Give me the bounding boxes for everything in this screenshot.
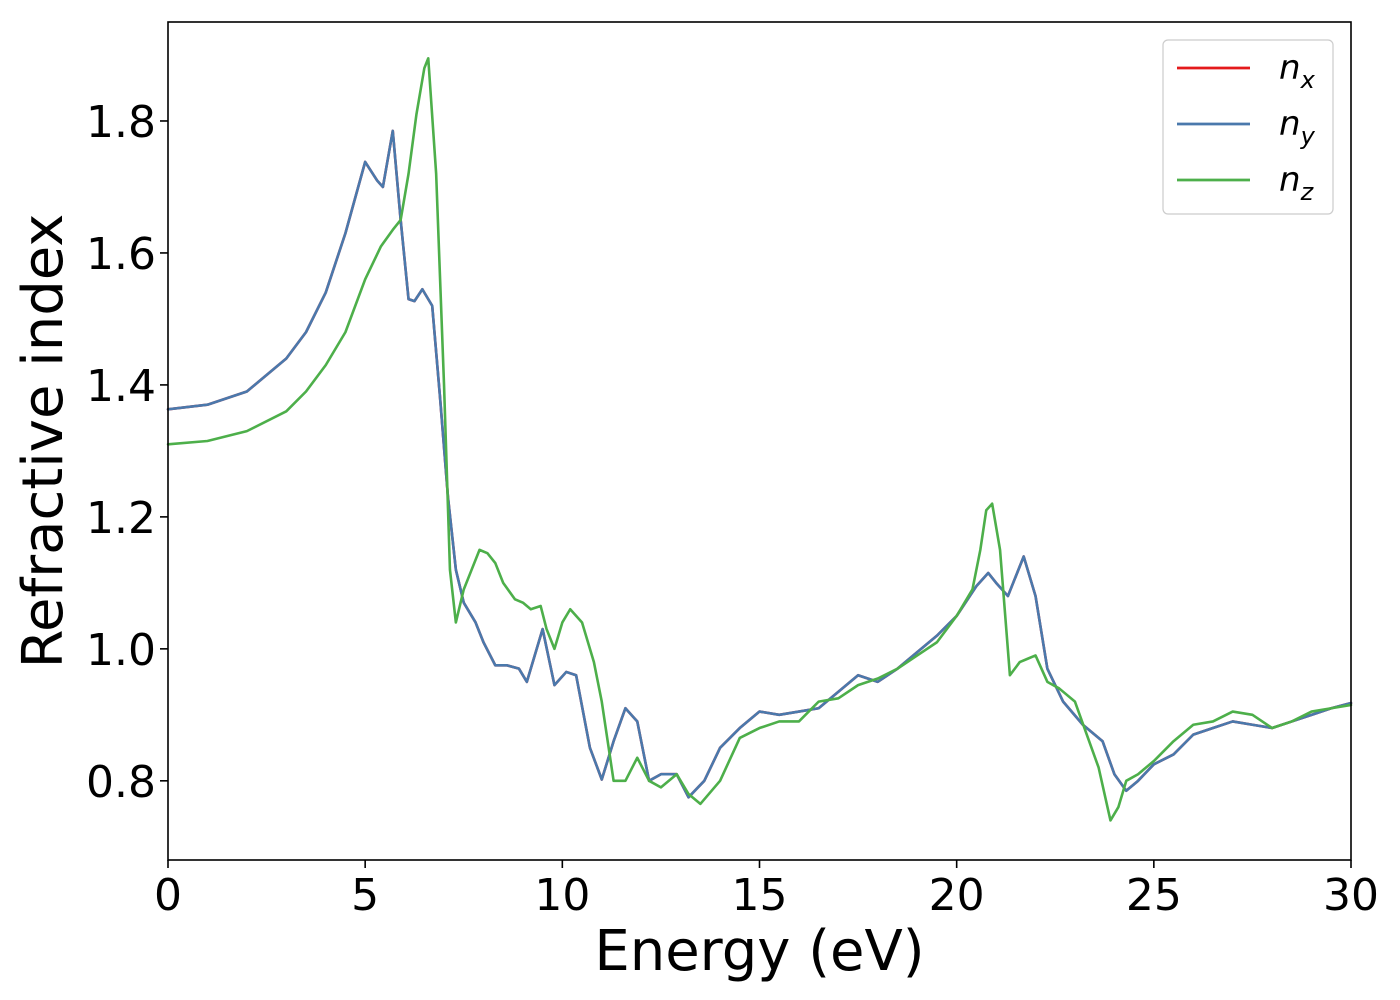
x-tick-label: 15	[732, 870, 788, 921]
y-tick-label: 1.2	[86, 493, 156, 544]
y-tick-label: 1.8	[86, 97, 156, 148]
legend-label-n-x: nx	[1279, 48, 1316, 94]
series-layer	[166, 56, 1353, 822]
legend-label-n-z: nz	[1279, 160, 1315, 206]
x-tick-label: 25	[1126, 870, 1182, 921]
y-axis-ticks: 0.8 1.0 1.2 1.4 1.6 1.8	[86, 97, 168, 808]
x-tick-label: 0	[154, 870, 182, 921]
y-tick-label: 0.8	[86, 757, 156, 808]
x-tick-label: 5	[351, 870, 379, 921]
x-tick-label: 20	[929, 870, 985, 921]
x-axis-ticks: 0 5 10 15 20 25 30	[154, 860, 1379, 921]
y-tick-label: 1.6	[86, 229, 156, 280]
series-line-n-z	[166, 56, 1353, 822]
series-line-n-y	[166, 129, 1353, 799]
y-tick-label: 1.0	[86, 625, 156, 676]
x-tick-label: 30	[1323, 870, 1379, 921]
legend: nx ny nz	[1162, 39, 1334, 215]
legend-label-n-y: ny	[1279, 104, 1316, 150]
y-axis-title: Refractive index	[11, 214, 76, 669]
y-tick-label: 1.4	[86, 361, 156, 412]
x-tick-label: 10	[534, 870, 590, 921]
x-axis-title: Energy (eV)	[594, 919, 924, 984]
legend-box	[1162, 39, 1334, 215]
